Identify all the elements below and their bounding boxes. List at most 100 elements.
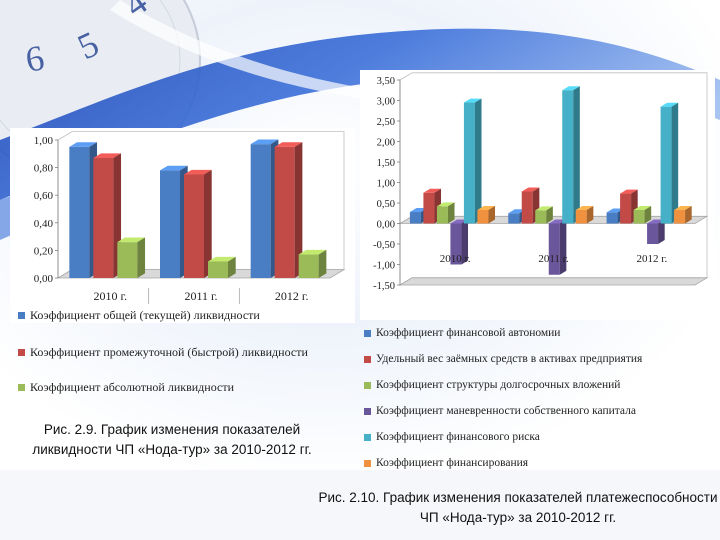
- bar-1-3-top: [606, 208, 625, 213]
- legend-swatch-purple: [364, 407, 371, 415]
- legend-swatch-red: [18, 349, 25, 356]
- legend-label: Коэффициент общей (текущей) ликвидности: [30, 308, 260, 322]
- bar-1-1-front: [409, 212, 421, 224]
- bar-4-3-side: [658, 219, 665, 244]
- bar-2-3-top: [274, 142, 303, 147]
- bar-2-1: [93, 153, 122, 278]
- y-tick-label: 1,00: [34, 135, 54, 147]
- legend-label: Коэффициент промежуточной (быстрой) ликв…: [30, 345, 308, 359]
- bar-2-1-front: [93, 157, 114, 278]
- bar-5-2-top: [562, 86, 580, 91]
- bar-3-1: [436, 202, 455, 224]
- figure-2-10-caption: Рис. 2.10. График изменения показателей …: [318, 490, 718, 525]
- legend-swatch-red: [364, 355, 371, 363]
- bar-2-2-top: [184, 169, 212, 175]
- bar-4-2-top: [548, 219, 567, 224]
- bar-3-3-top: [633, 206, 652, 210]
- y-tick-label: 1,50: [377, 158, 395, 169]
- bar-3-2-side: [546, 206, 553, 224]
- bar-6-1-top: [477, 206, 496, 210]
- bar-6-1: [477, 206, 496, 224]
- bar-3-3: [298, 249, 327, 278]
- bar-5-2-front: [562, 90, 574, 224]
- bar-2-2-side: [204, 169, 212, 278]
- bar-2-3-top: [620, 189, 638, 194]
- y-tick-label: 3,00: [377, 97, 395, 108]
- bar-1-1-front: [69, 146, 90, 278]
- bar-2-2-front: [521, 191, 533, 224]
- legend-item-equity-maneuverability: Коэффициент маневренности собственного к…: [364, 405, 636, 417]
- bar-6-3-side: [685, 206, 692, 224]
- bar-3-2-top: [208, 256, 236, 262]
- bar-1-3-front: [250, 144, 271, 278]
- x-category-label: 2010 г.: [440, 253, 471, 265]
- legend-label: Коэффициент маневренности собственного к…: [376, 405, 636, 417]
- bar-4-3: [647, 219, 665, 244]
- bar-3-2-front: [208, 261, 228, 278]
- bar-4-1-front: [450, 223, 462, 265]
- bar-3-2: [535, 206, 553, 224]
- bar-4-1: [450, 219, 469, 265]
- bar-2-2-front: [184, 174, 204, 278]
- bar-1-2-top: [160, 165, 188, 171]
- bar-3-3-front: [298, 254, 319, 278]
- solvency-chart-legend: Коэффициент финансовой автономии Удельны…: [364, 320, 719, 470]
- y-tick-label: -0,50: [373, 240, 395, 251]
- bar-5-1-top: [463, 98, 482, 103]
- bar-2-1-top: [93, 153, 122, 158]
- legend-label: Коэффициент финансовой автономии: [376, 327, 561, 339]
- y-tick-label: 2,00: [377, 138, 395, 149]
- y-tick-label: 0,20: [34, 245, 54, 257]
- bar-3-1-top: [436, 202, 455, 207]
- legend-label: Удельный вес заёмных средств в активах п…: [376, 353, 643, 365]
- bar-4-2-front: [548, 223, 560, 275]
- bar-1-2-front: [508, 213, 520, 224]
- bar-1-3-top: [250, 139, 279, 145]
- legend-swatch-blue: [18, 312, 25, 319]
- bar-4-3-top: [647, 219, 665, 224]
- bar-5-3-top: [660, 102, 679, 107]
- bar-3-3-front: [633, 209, 645, 224]
- bar-5-3-front: [660, 106, 672, 224]
- bar-3-1-side: [447, 202, 455, 224]
- solvency-chart-panel: -1,50 -1,00 -0,50 0,00 0,50 1,00 1,50 2,00 2,50 3…: [360, 70, 715, 320]
- bar-6-3-top: [674, 206, 692, 210]
- legend-label: Коэффициент структуры долгосрочных вложе…: [376, 379, 621, 391]
- y-tick-label: 0,80: [34, 163, 54, 175]
- y-tick-label: 0,00: [34, 273, 54, 285]
- bar-2-3: [274, 142, 303, 278]
- bar-1-3-front: [606, 212, 618, 224]
- x-category-label: 2010 г.: [94, 289, 128, 303]
- bar-2-1-top: [423, 188, 442, 193]
- bar-1-2: [160, 165, 188, 278]
- bar-3-2-front: [535, 210, 547, 224]
- bar-6-3-front: [674, 209, 686, 224]
- bar-5-3: [660, 102, 679, 224]
- bar-6-2-front: [575, 209, 587, 224]
- legend-swatch-green: [364, 381, 371, 389]
- legend-item-long-term-investment-structure: Коэффициент структуры долгосрочных вложе…: [364, 379, 620, 391]
- bar-6-1-side: [488, 206, 496, 224]
- y-tick-label: 0,50: [377, 199, 395, 210]
- x-category-label: 2012 г.: [636, 253, 667, 265]
- legend-label: Коэффициент финансирования: [376, 457, 529, 469]
- y-tick-label: 0,40: [34, 218, 54, 230]
- bar-3-3-top: [298, 249, 327, 255]
- bar-3-2-side: [228, 256, 236, 278]
- bar-4-2: [548, 219, 567, 275]
- figure-2-9-caption: Рис. 2.9. График изменения показателей л…: [32, 422, 312, 457]
- bar-5-1-side: [474, 98, 482, 224]
- legend-swatch-blue: [364, 329, 371, 337]
- bar-2-1-front: [423, 192, 435, 224]
- bar-3-1-front: [117, 242, 138, 278]
- liquidity-bar-chart: 0,00 0,20 0,40 0,60 0,80 1,00 2010 г. 2011 г. 20…: [34, 131, 346, 304]
- bar-3-3-side: [644, 206, 652, 224]
- bar-2-2: [184, 169, 212, 278]
- bar-3-2-top: [535, 206, 553, 211]
- legend-item-financing: Коэффициент финансирования: [364, 457, 528, 469]
- y-tick-label: 0,60: [34, 190, 54, 202]
- legend-swatch-green: [18, 384, 25, 391]
- y-tick-label: -1,00: [373, 261, 395, 272]
- bar-4-3-front: [647, 223, 659, 244]
- bar-2-3-side: [294, 142, 303, 278]
